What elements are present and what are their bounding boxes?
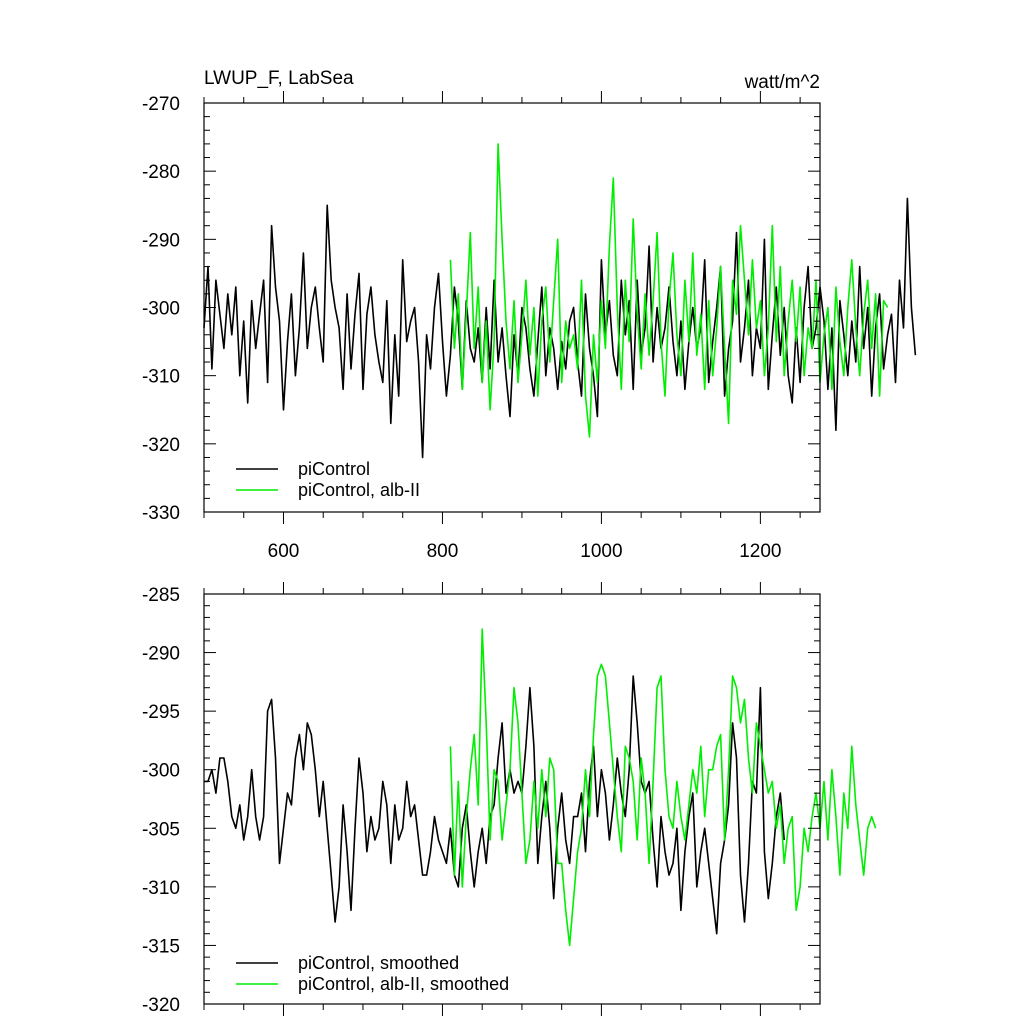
- top-x-tick-label: 800: [427, 541, 459, 562]
- top-y-tick-label: -300: [142, 299, 180, 320]
- top-y-tick-label: -290: [142, 230, 180, 251]
- bottom-y-tick-label: -320: [142, 995, 180, 1016]
- top-panel: -330 -320 -310 -300 -290 -280 -270 600 800 1000 12…: [142, 91, 917, 562]
- bottom-y-tick-label: -285: [142, 585, 180, 606]
- top-x-tick-label: 600: [268, 541, 300, 562]
- top-x-tick-label: 1000: [580, 541, 622, 562]
- bottom-legend-label-0: piControl, smoothed: [298, 953, 459, 973]
- top-y-tick-label: -270: [142, 94, 180, 115]
- top-legend-label-1: piControl, alb-II: [298, 480, 420, 500]
- bottom-y-tick-label: -310: [142, 878, 180, 899]
- top-y-tick-label: -320: [142, 435, 180, 456]
- top-y-tick-label: -280: [142, 162, 180, 183]
- bottom-legend-label-1: piControl, alb-II, smoothed: [298, 974, 509, 994]
- top-legend-label-0: piControl: [298, 459, 370, 479]
- bottom-series-line-1: [449, 628, 877, 947]
- right-string-units: watt/m^2: [744, 72, 820, 93]
- bottom-plot-frame: [203, 593, 821, 1005]
- top-series-line-1: [449, 143, 889, 438]
- bottom-panel: -320 -315 -310 -305 -300 -295 -290 -285 piContro…: [142, 582, 877, 1016]
- top-y-tick-label: -310: [142, 367, 180, 388]
- bottom-series-line-0: [204, 675, 785, 935]
- bottom-y-tick-label: -295: [142, 702, 180, 723]
- top-y-tick-label: -330: [142, 503, 180, 524]
- bottom-y-tick-label: -300: [142, 761, 180, 782]
- bottom-y-tick-label: -315: [142, 936, 180, 957]
- top-x-tick-label: 1200: [739, 541, 781, 562]
- bottom-y-tick-label: -305: [142, 819, 180, 840]
- bottom-y-tick-label: -290: [142, 644, 180, 665]
- left-string-title: LWUP_F, LabSea: [204, 68, 354, 89]
